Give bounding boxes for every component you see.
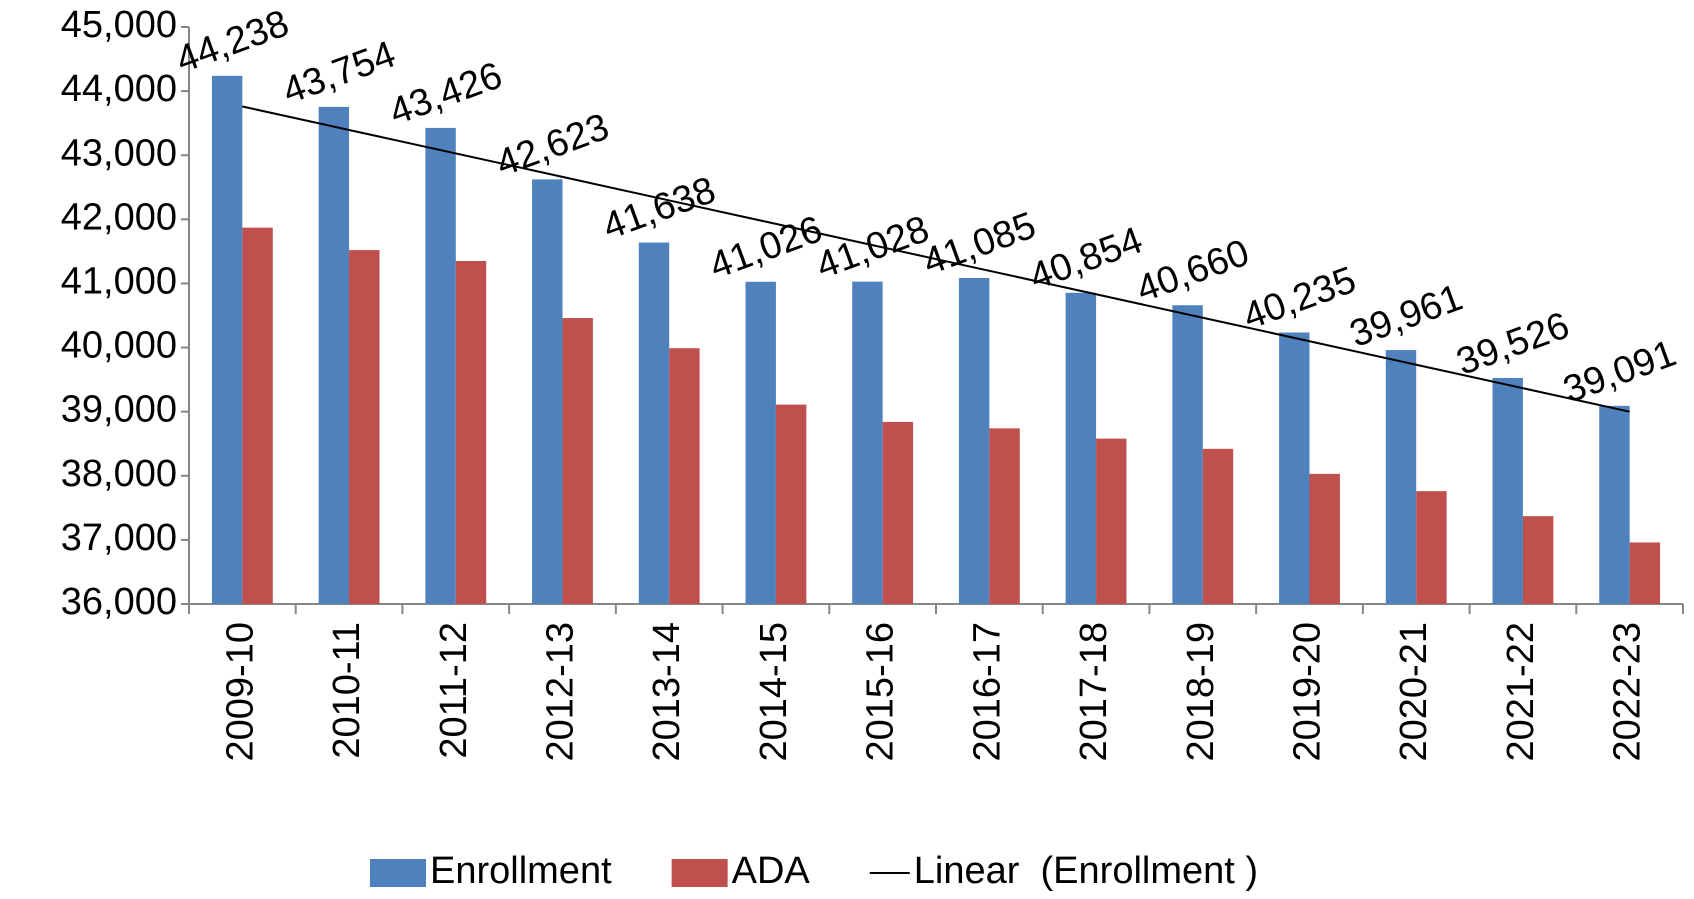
x-tick-label: 2011-12 — [433, 622, 475, 759]
data-label: 44,238 — [171, 2, 295, 81]
legend-label: Enrollment — [430, 850, 612, 892]
bar — [1599, 405, 1630, 604]
x-tick-label: 2013-14 — [646, 622, 688, 761]
x-tick-label: 2018-19 — [1180, 622, 1222, 761]
x-tick-label: 2017-18 — [1073, 622, 1115, 761]
data-label: 41,085 — [918, 205, 1042, 284]
bar — [1065, 292, 1097, 604]
x-tick-label: 2022-23 — [1607, 622, 1649, 761]
bar — [532, 179, 563, 605]
x-tick-label: 2009-10 — [219, 622, 261, 761]
x-tick-label: 2019-20 — [1287, 622, 1329, 761]
trend-line — [242, 105, 1630, 413]
bar — [1202, 448, 1234, 604]
bar — [1416, 491, 1447, 604]
bar — [349, 250, 380, 604]
bar — [1309, 473, 1340, 604]
data-label: 40,854 — [1024, 219, 1148, 298]
x-tick-label: 2021-22 — [1500, 622, 1542, 761]
y-tick-label: 42,000 — [61, 196, 177, 238]
y-tick-label: 36,000 — [61, 581, 177, 623]
legend-swatch — [671, 859, 728, 887]
bar — [638, 242, 670, 604]
x-tick-label: 2010-11 — [326, 622, 368, 759]
bar — [1629, 542, 1661, 604]
bar — [775, 404, 807, 604]
bar — [669, 348, 700, 604]
legend-label: ADA — [732, 850, 811, 892]
data-label: 41,026 — [704, 208, 828, 287]
bar — [852, 281, 883, 604]
bar — [425, 127, 456, 604]
bar — [1279, 332, 1310, 604]
bar — [1385, 350, 1417, 604]
bar — [989, 428, 1020, 604]
x-tick-label: 2012-13 — [540, 622, 582, 761]
bar — [318, 106, 350, 604]
y-tick-label: 41,000 — [61, 260, 177, 302]
legend-label: Linear (Enrollment ) — [914, 850, 1258, 892]
x-tick-label: 2014-15 — [753, 622, 795, 761]
data-label: 40,235 — [1238, 259, 1362, 338]
bar — [1492, 377, 1523, 604]
x-tick-label: 2016-17 — [966, 622, 1008, 761]
data-label: 39,526 — [1451, 304, 1575, 383]
y-tick-label: 38,000 — [61, 453, 177, 495]
y-tick-label: 43,000 — [61, 132, 177, 174]
data-label: 43,754 — [277, 33, 401, 112]
y-tick-label: 44,000 — [61, 68, 177, 110]
bar — [562, 318, 593, 604]
y-tick-label: 40,000 — [61, 325, 177, 367]
bar — [882, 421, 914, 604]
bar — [958, 277, 990, 604]
data-label: 41,028 — [811, 208, 935, 287]
bar — [1096, 438, 1127, 604]
bar — [211, 75, 243, 605]
bar — [1172, 305, 1203, 604]
bar — [455, 261, 487, 604]
x-tick-label: 2015-16 — [860, 622, 902, 761]
y-tick-label: 45,000 — [61, 4, 177, 46]
bar — [745, 281, 776, 604]
x-tick-label: 2020-21 — [1393, 622, 1435, 761]
data-label: 42,623 — [491, 106, 615, 185]
y-tick-label: 37,000 — [61, 517, 177, 559]
data-label: 43,426 — [384, 54, 508, 133]
bar — [242, 227, 273, 604]
y-tick-label: 39,000 — [61, 389, 177, 431]
data-label: 40,660 — [1131, 232, 1255, 311]
bar — [1522, 516, 1554, 604]
data-label: 39,961 — [1345, 277, 1469, 356]
legend-swatch — [370, 859, 426, 887]
